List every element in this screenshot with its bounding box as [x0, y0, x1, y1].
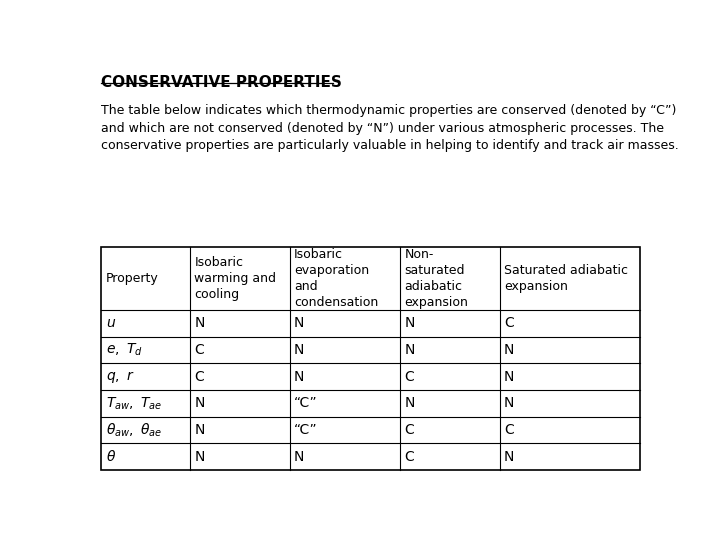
Text: C: C	[504, 316, 514, 330]
Text: CONSERVATIVE PROPERTIES: CONSERVATIVE PROPERTIES	[101, 75, 342, 90]
Text: N: N	[294, 450, 305, 464]
Text: N: N	[405, 316, 415, 330]
Text: C: C	[405, 370, 414, 384]
Text: $\theta$: $\theta$	[106, 449, 116, 464]
Text: N: N	[504, 396, 515, 410]
Text: N: N	[194, 423, 205, 437]
Text: $T_{aw},\ T_{ae}$: $T_{aw},\ T_{ae}$	[106, 395, 162, 411]
Text: N: N	[405, 343, 415, 357]
Text: Isobaric
warming and
cooling: Isobaric warming and cooling	[194, 256, 276, 301]
Text: N: N	[194, 316, 205, 330]
Text: $e,\ T_d$: $e,\ T_d$	[106, 342, 143, 358]
Text: Non-
saturated
adiabatic
expansion: Non- saturated adiabatic expansion	[405, 248, 468, 309]
Text: “C”: “C”	[294, 396, 318, 410]
Text: Property: Property	[106, 272, 158, 285]
Text: C: C	[405, 423, 414, 437]
Text: N: N	[294, 370, 305, 384]
Text: N: N	[405, 396, 415, 410]
Text: N: N	[294, 316, 305, 330]
Text: C: C	[194, 370, 204, 384]
Text: N: N	[504, 343, 515, 357]
Text: N: N	[194, 450, 205, 464]
Text: $q,\ r$: $q,\ r$	[106, 369, 135, 384]
Text: N: N	[194, 396, 205, 410]
Text: $\theta_{aw},\ \theta_{ae}$: $\theta_{aw},\ \theta_{ae}$	[106, 421, 162, 439]
Text: N: N	[504, 450, 515, 464]
Text: “C”: “C”	[294, 423, 318, 437]
Text: C: C	[194, 343, 204, 357]
Text: Isobaric
evaporation
and
condensation: Isobaric evaporation and condensation	[294, 248, 378, 309]
Text: The table below indicates which thermodynamic properties are conserved (denoted : The table below indicates which thermody…	[101, 104, 679, 152]
Text: C: C	[504, 423, 514, 437]
Bar	[101, 247, 639, 470]
Text: C: C	[405, 450, 414, 464]
Text: $u$: $u$	[106, 316, 116, 330]
Text: N: N	[504, 370, 515, 384]
Text: Saturated adiabatic
expansion: Saturated adiabatic expansion	[504, 264, 628, 293]
Text: N: N	[294, 343, 305, 357]
